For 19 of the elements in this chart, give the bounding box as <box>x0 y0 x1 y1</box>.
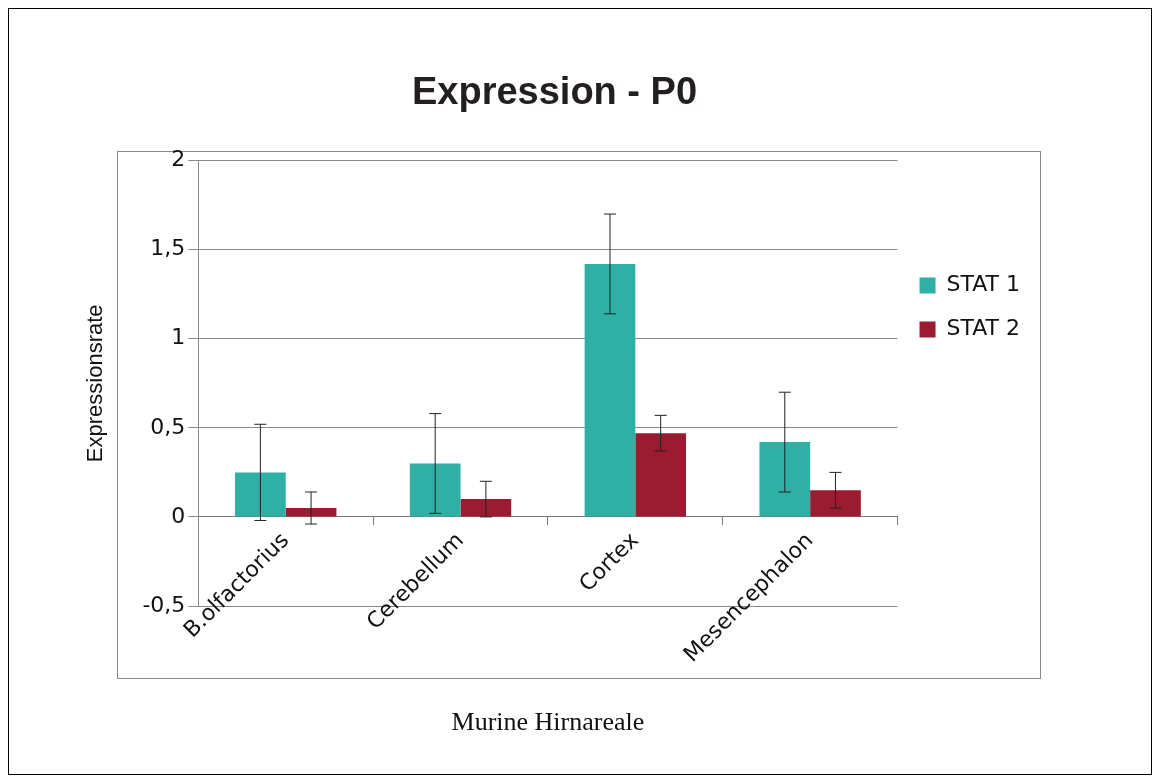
y-tick-label: -0,5 <box>142 591 186 617</box>
y-tick-label: 0 <box>171 502 186 528</box>
bar <box>460 499 512 517</box>
y-tick-label: 1,5 <box>150 235 186 261</box>
bar <box>235 472 286 517</box>
bar <box>810 490 861 517</box>
bar <box>584 263 636 517</box>
chart-title: Expression - P0 <box>411 70 698 113</box>
legend-label: STAT 2 <box>946 315 1020 341</box>
bar <box>285 508 337 517</box>
x-axis-title: Murine Hirnareale <box>451 706 645 736</box>
bar <box>635 433 687 517</box>
bar <box>409 463 461 517</box>
y-tick-label: 1 <box>171 324 186 350</box>
y-axis-title: Expressionsrate <box>82 304 108 463</box>
y-tick-label: 0,5 <box>150 413 186 439</box>
bar <box>759 442 811 517</box>
legend-label: STAT 1 <box>946 271 1020 297</box>
y-tick-label: 2 <box>171 146 186 172</box>
